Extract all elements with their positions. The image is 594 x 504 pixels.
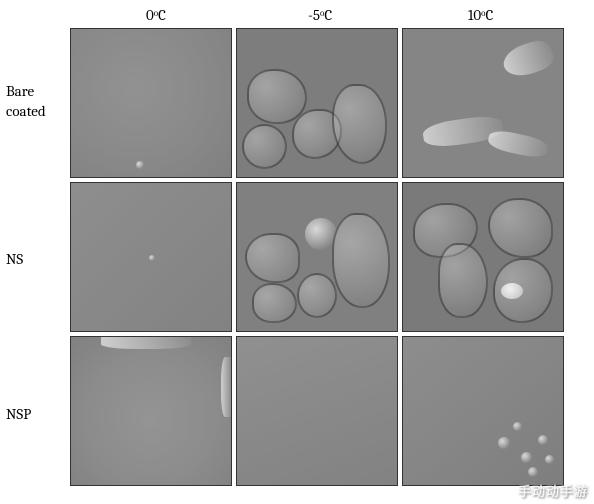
col-header-2: 10ᵒC: [468, 6, 493, 25]
image-cell-0-0: [70, 28, 232, 178]
row-label-line1: NSP: [6, 405, 31, 423]
row-label-1: NS: [6, 250, 23, 270]
edge-streak: [101, 337, 191, 349]
texture-plain: [71, 29, 231, 177]
small-droplet: [538, 435, 548, 445]
water-blob: [242, 124, 287, 169]
row-label-2: NSP: [6, 405, 31, 425]
image-cell-2-1: [236, 336, 398, 486]
water-blob: [332, 213, 390, 308]
watermark-label: 手动动手游: [518, 484, 588, 499]
image-cell-2-0: [70, 336, 232, 486]
water-blob: [245, 233, 300, 283]
col-header-label: 0ᵒC: [146, 6, 166, 24]
small-droplet: [528, 467, 538, 477]
row-label-line1: NS: [6, 250, 23, 268]
water-blob: [297, 273, 337, 318]
image-cell-0-1: [236, 28, 398, 178]
col-header-0: 0ᵒC: [146, 6, 166, 25]
row-label-0: Bare coated: [6, 82, 46, 121]
small-droplet: [513, 422, 522, 431]
small-droplet: [545, 455, 554, 464]
water-blob: [438, 243, 488, 318]
small-droplet: [149, 255, 155, 261]
image-cell-0-2: [402, 28, 564, 178]
texture-edge: [71, 337, 231, 485]
image-cell-1-2: [402, 182, 564, 332]
water-blob: [493, 258, 553, 323]
col-header-label: 10ᵒC: [468, 6, 493, 24]
col-header-label: -5ᵒC: [308, 6, 332, 24]
small-droplet: [521, 452, 532, 463]
figure-grid: 0ᵒC -5ᵒC 10ᵒC Bare coated NS NSP: [0, 0, 594, 504]
image-cell-1-1: [236, 182, 398, 332]
image-cell-2-2: [402, 336, 564, 486]
water-blob: [252, 283, 297, 323]
edge-streak: [221, 357, 231, 417]
small-droplet: [136, 161, 144, 169]
texture-plain: [237, 337, 397, 485]
row-label-line1: Bare: [6, 82, 34, 100]
row-label-line2: coated: [6, 102, 46, 120]
watermark-text: 手动动手游: [518, 481, 588, 500]
image-cell-1-0: [70, 182, 232, 332]
texture-droplets: [403, 337, 563, 485]
small-droplet: [498, 437, 510, 449]
col-header-1: -5ᵒC: [308, 6, 332, 25]
